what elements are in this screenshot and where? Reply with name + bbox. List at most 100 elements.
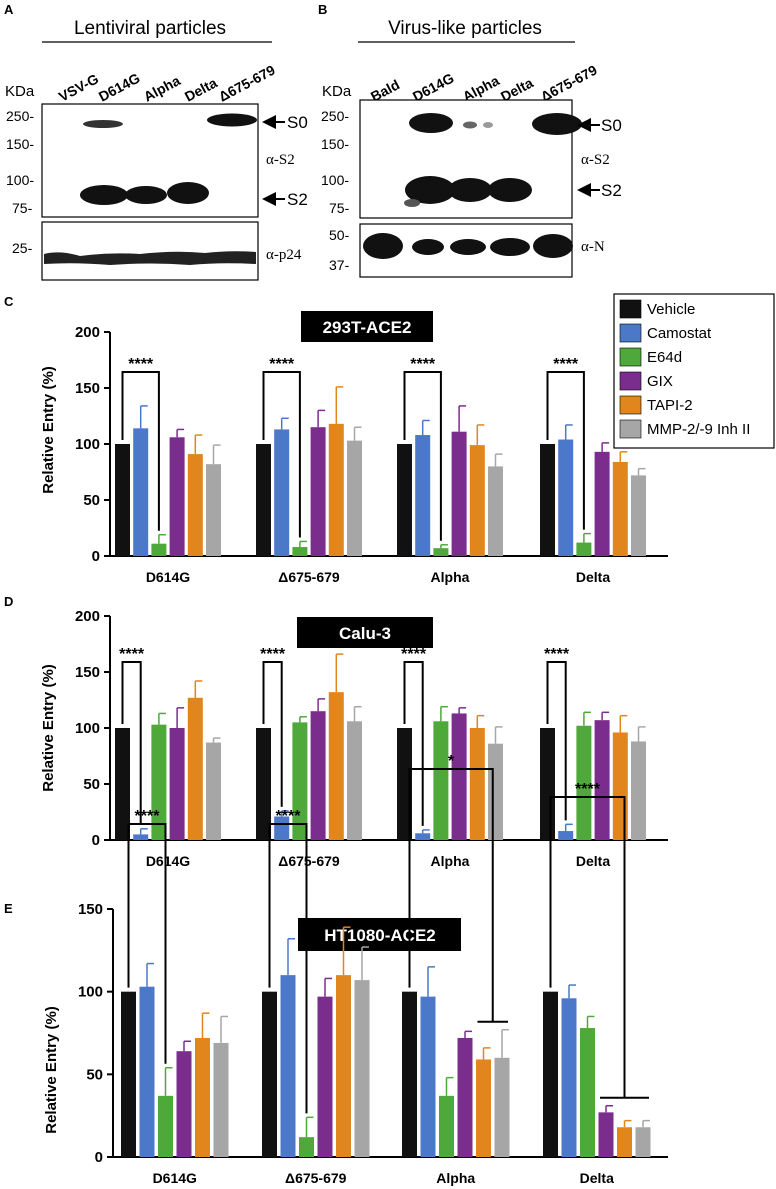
x-tick-label: Delta — [576, 569, 610, 585]
marker-label: 25- — [12, 240, 33, 256]
y-tick-label: 150 — [78, 901, 103, 918]
bar — [347, 721, 362, 840]
bar — [133, 834, 149, 840]
bar — [206, 464, 221, 556]
bar — [292, 722, 308, 840]
marker-label: 100- — [321, 172, 349, 188]
panel-b-markers: 250- 150- 100- 75- 50- 37- — [321, 108, 350, 273]
bar — [397, 444, 412, 556]
significance-label: **** — [276, 808, 302, 825]
significance-label: **** — [544, 646, 570, 663]
significance-label: **** — [410, 356, 436, 373]
bar — [121, 991, 136, 1157]
bar — [433, 548, 449, 556]
bar — [317, 996, 333, 1157]
x-tick-label: Δ675-679 — [285, 1170, 347, 1186]
bar — [397, 728, 412, 840]
panel-b-letter: B — [318, 2, 327, 17]
chart-title-box — [297, 617, 433, 648]
bar — [594, 720, 610, 840]
arrow-label-s0: S0 — [601, 116, 622, 135]
bar — [540, 444, 555, 556]
bar — [576, 542, 592, 556]
bar — [262, 991, 277, 1157]
bar — [543, 991, 558, 1157]
marker-label: 150- — [6, 136, 34, 152]
lane-label: Δ675-679 — [538, 62, 600, 105]
bar — [151, 724, 167, 840]
chart-title-box — [301, 311, 433, 342]
y-tick-label: 100 — [75, 436, 100, 453]
bar — [292, 547, 308, 556]
arrow-label-s0: S0 — [287, 113, 308, 132]
bar — [328, 692, 344, 840]
legend-entry: MMP-2/-9 Inh II — [647, 421, 750, 438]
bar — [187, 697, 203, 840]
bar — [280, 975, 296, 1157]
blot-bands-top — [404, 113, 582, 207]
panel-a-blot: A Lentiviral particles KDa VSV-G D614G A… — [4, 2, 308, 281]
panel-b-unit: KDa — [322, 83, 352, 100]
panel-b-arrows: S0 S2 α-S2 α-N — [577, 116, 622, 255]
chart-legend: Vehicle Camostat E64d GIX TAPI-2 MMP-2/-9 Inh… — [613, 293, 775, 449]
y-tick-label: 50 — [83, 492, 100, 509]
significance-label: **** — [575, 781, 601, 798]
legend-swatch — [619, 323, 642, 343]
bar — [354, 980, 370, 1157]
bar — [488, 743, 503, 840]
y-tick-label: 50 — [83, 776, 100, 793]
legend-swatch — [619, 419, 642, 439]
significance-label: **** — [269, 356, 295, 373]
chart-title: 293T-ACE2 — [323, 318, 412, 337]
blot-bands-top — [80, 113, 257, 205]
panel-a-arrows: S0 S2 α-S2 α-p24 — [262, 113, 308, 263]
arrow-label-s2: S2 — [601, 181, 622, 200]
lane-label: Δ675-679 — [216, 62, 278, 105]
bar — [347, 440, 362, 556]
panel-b-blot: B Virus-like particles KDa Bald D614G Al… — [318, 2, 622, 278]
significance-label: **** — [135, 808, 161, 825]
marker-label: 100- — [6, 172, 34, 188]
y-tick-label: 100 — [75, 720, 100, 737]
panel-b-lane-labels: Bald D614G Alpha Delta Δ675-679 — [368, 62, 600, 105]
chart-title: HT1080-ACE2 — [324, 926, 436, 945]
lane-label: Delta — [182, 74, 220, 104]
bar — [433, 721, 449, 840]
marker-label: 75- — [12, 200, 33, 216]
panel-letter: C — [4, 294, 14, 309]
significance-label: **** — [119, 646, 145, 663]
significance-label: **** — [260, 646, 286, 663]
chart-title-box — [298, 918, 461, 951]
bar — [420, 996, 436, 1157]
marker-label: 50- — [329, 227, 350, 243]
bar — [494, 1057, 510, 1157]
antibody-label: α-S2 — [266, 152, 295, 168]
bar — [617, 1127, 632, 1157]
bar — [256, 728, 271, 840]
marker-label: 250- — [321, 108, 349, 124]
bar — [631, 475, 646, 556]
chart-title: Calu-3 — [339, 624, 391, 643]
chart-panel-c: C 293T-ACE2 Relative Entry (%) 0 50 100 150… — [4, 294, 668, 585]
panel-a-letter: A — [4, 2, 14, 17]
bar — [469, 445, 485, 556]
significance-bracket — [121, 371, 160, 531]
x-tick-label: Δ675-679 — [278, 853, 340, 869]
bar — [206, 742, 221, 840]
legend-swatch — [619, 395, 642, 415]
lane-label: VSV-G — [56, 70, 101, 104]
significance-bracket — [546, 371, 585, 530]
lane-label: Alpha — [141, 72, 183, 104]
bar — [540, 728, 555, 840]
significance-label: * — [448, 753, 455, 770]
y-axis-label: Relative Entry (%) — [40, 366, 57, 494]
y-axis-label: Relative Entry (%) — [40, 664, 57, 792]
legend-entry: TAPI-2 — [647, 397, 693, 414]
y-tick-label: 200 — [75, 324, 100, 341]
bar — [580, 1028, 595, 1157]
lane-label: D614G — [96, 70, 143, 105]
blot-membrane-bottom — [41, 221, 259, 281]
bar — [274, 816, 290, 840]
chart-panel-e: E HT1080-ACE2 Relative Entry (%) 0 50 100 1… — [4, 753, 668, 1186]
